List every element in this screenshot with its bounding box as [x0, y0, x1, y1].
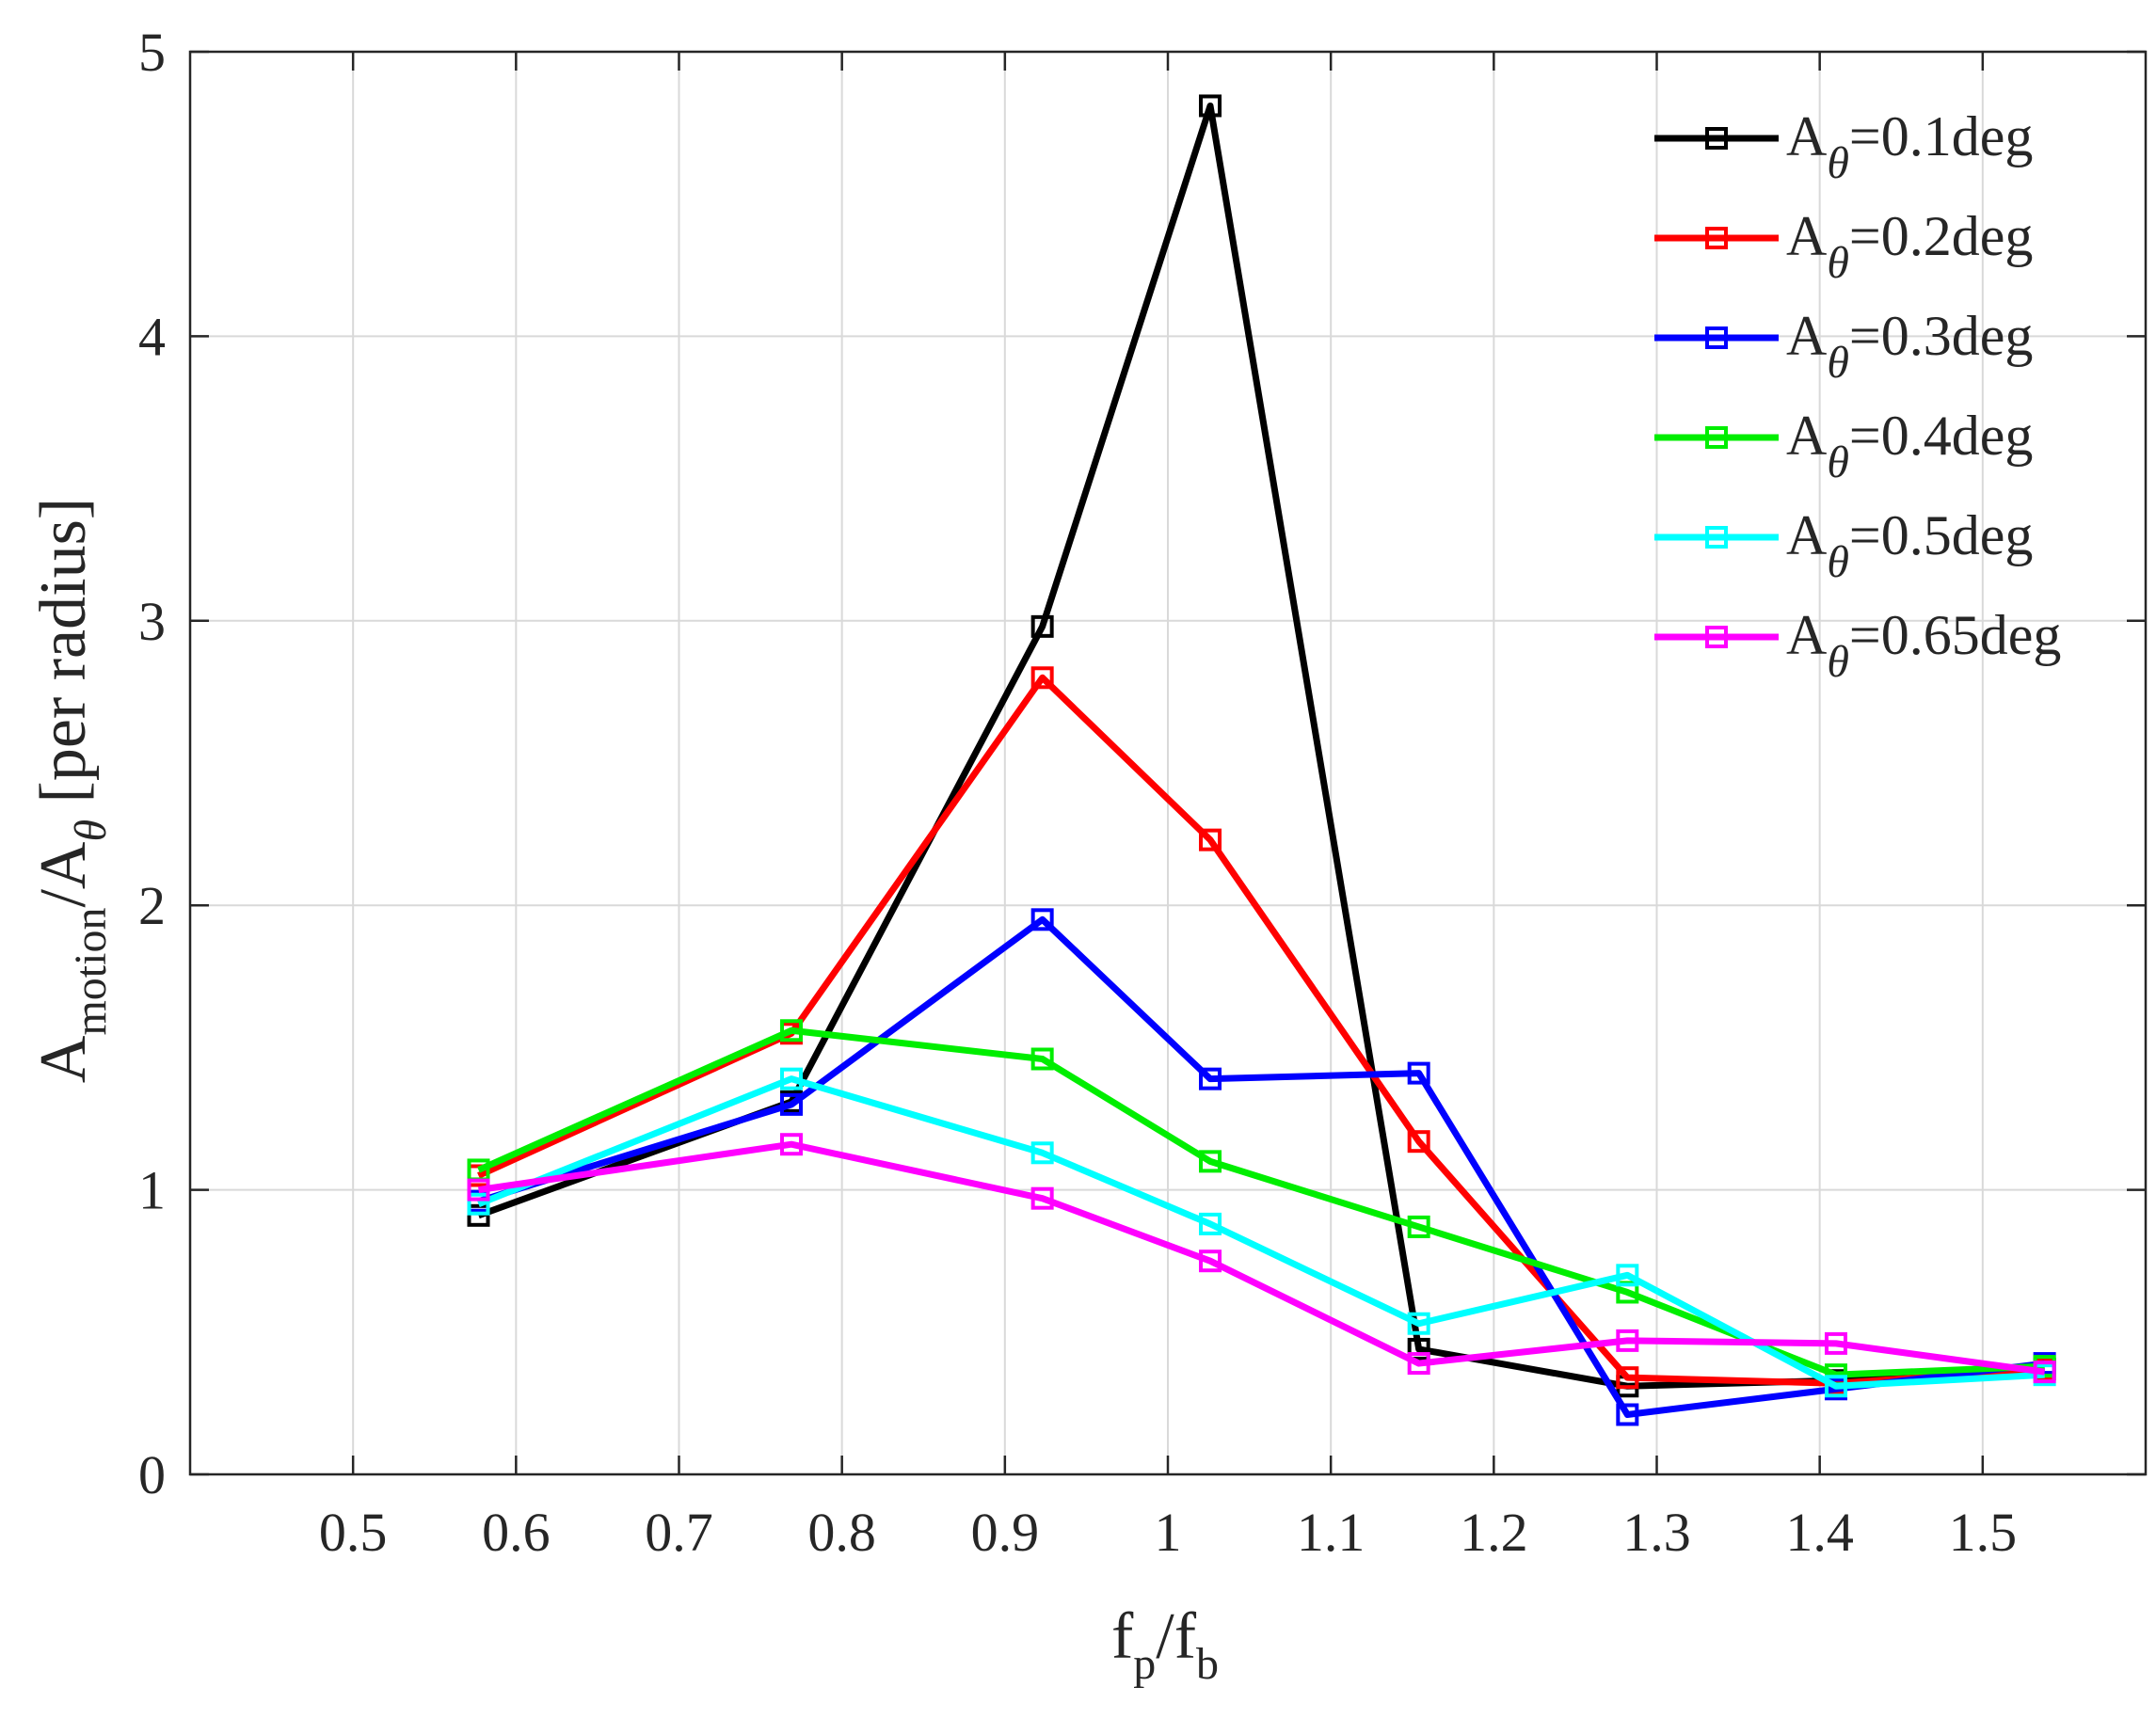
- data-point-marker: [779, 1133, 803, 1156]
- data-point-marker: [1030, 1186, 1054, 1210]
- legend-marker: [1705, 127, 1728, 150]
- x-axis-title: fp/fb: [1111, 1600, 1219, 1689]
- data-point-marker: [1407, 1061, 1430, 1085]
- x-tick-label: 1: [1155, 1502, 1182, 1563]
- data-point-marker: [1616, 1366, 1639, 1390]
- data-point-marker: [1616, 1329, 1639, 1352]
- series-line: [477, 915, 2046, 1418]
- y-tick-label: 5: [138, 22, 166, 83]
- legend-label: Aθ=0.2deg: [1786, 205, 2033, 288]
- x-tick-label: 1.3: [1622, 1502, 1691, 1563]
- legend-item: Aθ=0.1deg: [1654, 105, 2033, 188]
- legend-marker: [1705, 426, 1728, 449]
- data-point-marker: [1199, 1067, 1222, 1090]
- data-point-marker: [1616, 1403, 1639, 1426]
- data-point-marker: [1030, 666, 1054, 690]
- x-tick-label: 1.5: [1949, 1502, 2018, 1563]
- data-point-marker: [779, 1092, 803, 1116]
- legend-label: Aθ=0.65deg: [1786, 604, 2061, 687]
- data-point-marker: [1407, 1337, 1430, 1361]
- data-point-marker: [1199, 1150, 1222, 1173]
- data-point-marker: [1030, 1141, 1054, 1165]
- y-tick-label: 0: [138, 1444, 166, 1505]
- x-tick-label: 0.9: [971, 1502, 1040, 1563]
- legend-label: Aθ=0.5deg: [1786, 504, 2033, 587]
- data-point-marker: [1030, 1047, 1054, 1071]
- legend-item: Aθ=0.3deg: [1654, 305, 2033, 388]
- y-tick-label: 3: [138, 591, 166, 652]
- x-tick-label: 1.2: [1460, 1502, 1528, 1563]
- series-line: [477, 674, 2045, 1387]
- x-tick-label: 0.7: [645, 1502, 713, 1563]
- data-point-marker: [467, 1178, 490, 1202]
- data-point-marker: [2033, 1361, 2056, 1384]
- data-point-marker: [1407, 1130, 1430, 1154]
- grid: [190, 52, 2146, 1474]
- legend-item: Aθ=0.5deg: [1654, 504, 2033, 587]
- series-line: [477, 1075, 2045, 1390]
- data-point-marker: [779, 1019, 803, 1043]
- data-point-marker: [1616, 1264, 1639, 1287]
- legend-marker: [1705, 326, 1728, 349]
- x-tick-label: 1.4: [1785, 1502, 1854, 1563]
- y-tick-label: 1: [138, 1160, 166, 1221]
- data-point-marker: [467, 1203, 490, 1227]
- legend-label: Aθ=0.1deg: [1786, 105, 2033, 188]
- data-point-marker: [1030, 614, 1054, 638]
- data-point-marker: [1030, 908, 1054, 931]
- legend-item: Aθ=0.4deg: [1654, 405, 2033, 487]
- series-group: [467, 94, 2056, 1426]
- data-point-marker: [1824, 1375, 1847, 1398]
- x-tick-label: 1.1: [1297, 1502, 1365, 1563]
- x-tick-label: 0.5: [319, 1502, 388, 1563]
- data-point-marker: [1199, 1249, 1222, 1273]
- legend-label: Aθ=0.4deg: [1786, 405, 2033, 487]
- legend-item: Aθ=0.65deg: [1654, 604, 2061, 687]
- y-axis-title: Amotion/Aθ [per radius]: [27, 498, 116, 1083]
- data-point-marker: [1407, 1352, 1430, 1376]
- data-point-marker: [1199, 828, 1222, 852]
- legend-marker: [1705, 626, 1728, 648]
- legend-marker: [1705, 526, 1728, 549]
- series-line: [478, 1140, 2046, 1376]
- legend-label: Aθ=0.3deg: [1786, 305, 2033, 388]
- data-point-marker: [1199, 1212, 1222, 1235]
- data-point-marker: [1199, 94, 1222, 118]
- y-tick-label: 4: [138, 306, 166, 367]
- series-0.65deg: [467, 1133, 2056, 1384]
- data-point-marker: [779, 1067, 803, 1090]
- series-line: [477, 1027, 2045, 1378]
- legend: Aθ=0.1deg Aθ=0.2deg Aθ=0.3deg Aθ=0.4deg Aθ=0…: [1654, 105, 2061, 687]
- x-tick-label: 0.6: [482, 1502, 551, 1563]
- legend-marker: [1705, 227, 1728, 249]
- data-point-marker: [1407, 1312, 1430, 1335]
- x-tick-label: 0.8: [807, 1502, 876, 1563]
- y-tick-label: 2: [138, 875, 166, 936]
- data-point-marker: [1824, 1331, 1847, 1355]
- data-point-marker: [1407, 1215, 1430, 1238]
- data-point-marker: [467, 1192, 490, 1216]
- legend-item: Aθ=0.2deg: [1654, 205, 2033, 288]
- ticks: 0.5 0.6 0.7 0.8 0.9 1 1.1 1.2 1.3 1.4 1.5 0 1 2 3 4 5: [138, 22, 2146, 1563]
